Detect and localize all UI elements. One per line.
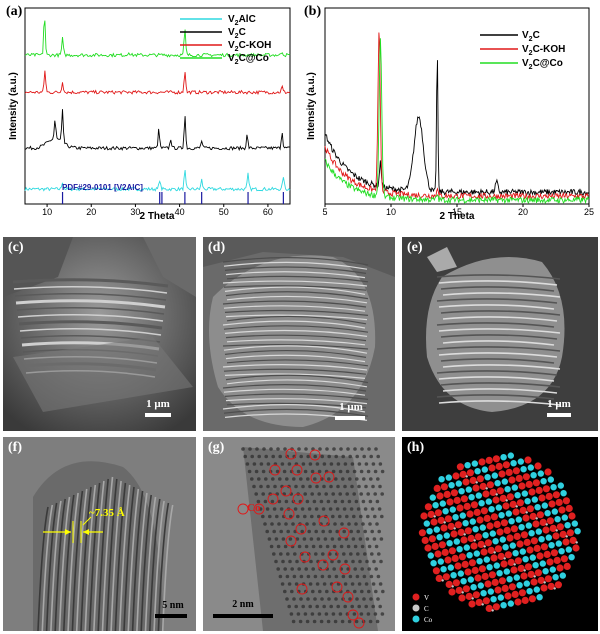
x-tick-label: 25 — [584, 207, 594, 217]
series-line — [24, 70, 291, 96]
sem-image-c: 1 μm — [3, 237, 196, 431]
series-line — [24, 169, 291, 192]
scale-label-f: 5 nm — [162, 600, 184, 611]
co-label: Co — [247, 502, 261, 514]
atomic-model-h: V C Co — [402, 437, 598, 631]
legend-label: V2C@Co — [522, 58, 563, 71]
tem-image-g: Co 2 nm — [203, 437, 395, 631]
series-line — [24, 20, 291, 59]
sem-image-e: 1 μm — [402, 237, 598, 431]
panel-label-f: (f) — [8, 440, 22, 455]
series-line — [324, 38, 590, 205]
series-line — [24, 109, 291, 152]
series-line — [324, 60, 590, 197]
x-tick-label: 15 — [452, 207, 462, 217]
chart-a-xlabel: 2 Theta — [139, 211, 174, 222]
chart-a-ylabel: Intensity (a.u.) — [8, 72, 19, 140]
x-tick-label: 30 — [130, 207, 140, 217]
scale-label-c: 1 μm — [146, 398, 170, 410]
chart-b-xlabel: 2 Theta — [439, 211, 474, 222]
legend-label: V2AlC — [228, 14, 256, 27]
chart-b-frame — [324, 7, 590, 205]
fringe-spacing-label: ~7.35 Å — [89, 507, 125, 519]
legend-label: V2C-KOH — [228, 40, 271, 53]
legend-label: V2C — [228, 27, 246, 40]
panel-label-e: (e) — [407, 240, 423, 255]
panel-label-b: (b) — [304, 4, 322, 19]
legend-label: V2C@Co — [228, 53, 269, 66]
series-line — [324, 32, 590, 201]
x-tick-label: 10 — [42, 207, 52, 217]
xrd-chart-a: 10 20 30 40 50 60 2 Theta Intensity (a.u.) PD… — [8, 7, 291, 222]
chart-b-ylabel: Intensity (a.u.) — [306, 72, 317, 140]
panel-label-h: (h) — [407, 440, 425, 455]
x-tick-label: 20 — [518, 207, 528, 217]
panel-label-c: (c) — [8, 240, 24, 255]
panel-label-a: (a) — [6, 4, 23, 19]
x-tick-label: 50 — [219, 207, 229, 217]
x-tick-label: 40 — [175, 207, 185, 217]
chart-a-frame — [24, 7, 291, 205]
sem-image-d: 1 μm — [203, 237, 395, 431]
x-tick-label: 10 — [386, 207, 396, 217]
model-legend-label: V — [424, 594, 429, 602]
legend-label: V2C — [522, 30, 540, 43]
panel-label-d: (d) — [208, 240, 226, 255]
x-tick-label: 5 — [322, 207, 327, 217]
xrd-chart-b: 5 10 15 20 25 2 Theta Intensity (a.u.) V2CV2… — [306, 7, 594, 222]
tem-image-f: ~7.35 Å 5 nm — [3, 437, 196, 631]
x-tick-label: 20 — [86, 207, 96, 217]
model-legend-label: C — [424, 605, 429, 613]
scale-label-g: 2 nm — [232, 599, 254, 610]
scale-label-e: 1 μm — [547, 398, 571, 410]
scale-label-d: 1 μm — [339, 401, 363, 413]
legend-label: V2C-KOH — [522, 44, 565, 57]
chart-a-annotation: PDF#29-0101 [V2AlC] — [62, 183, 143, 192]
model-legend-label: Co — [424, 616, 433, 624]
x-tick-label: 60 — [263, 207, 273, 217]
panel-label-g: (g) — [208, 440, 225, 455]
